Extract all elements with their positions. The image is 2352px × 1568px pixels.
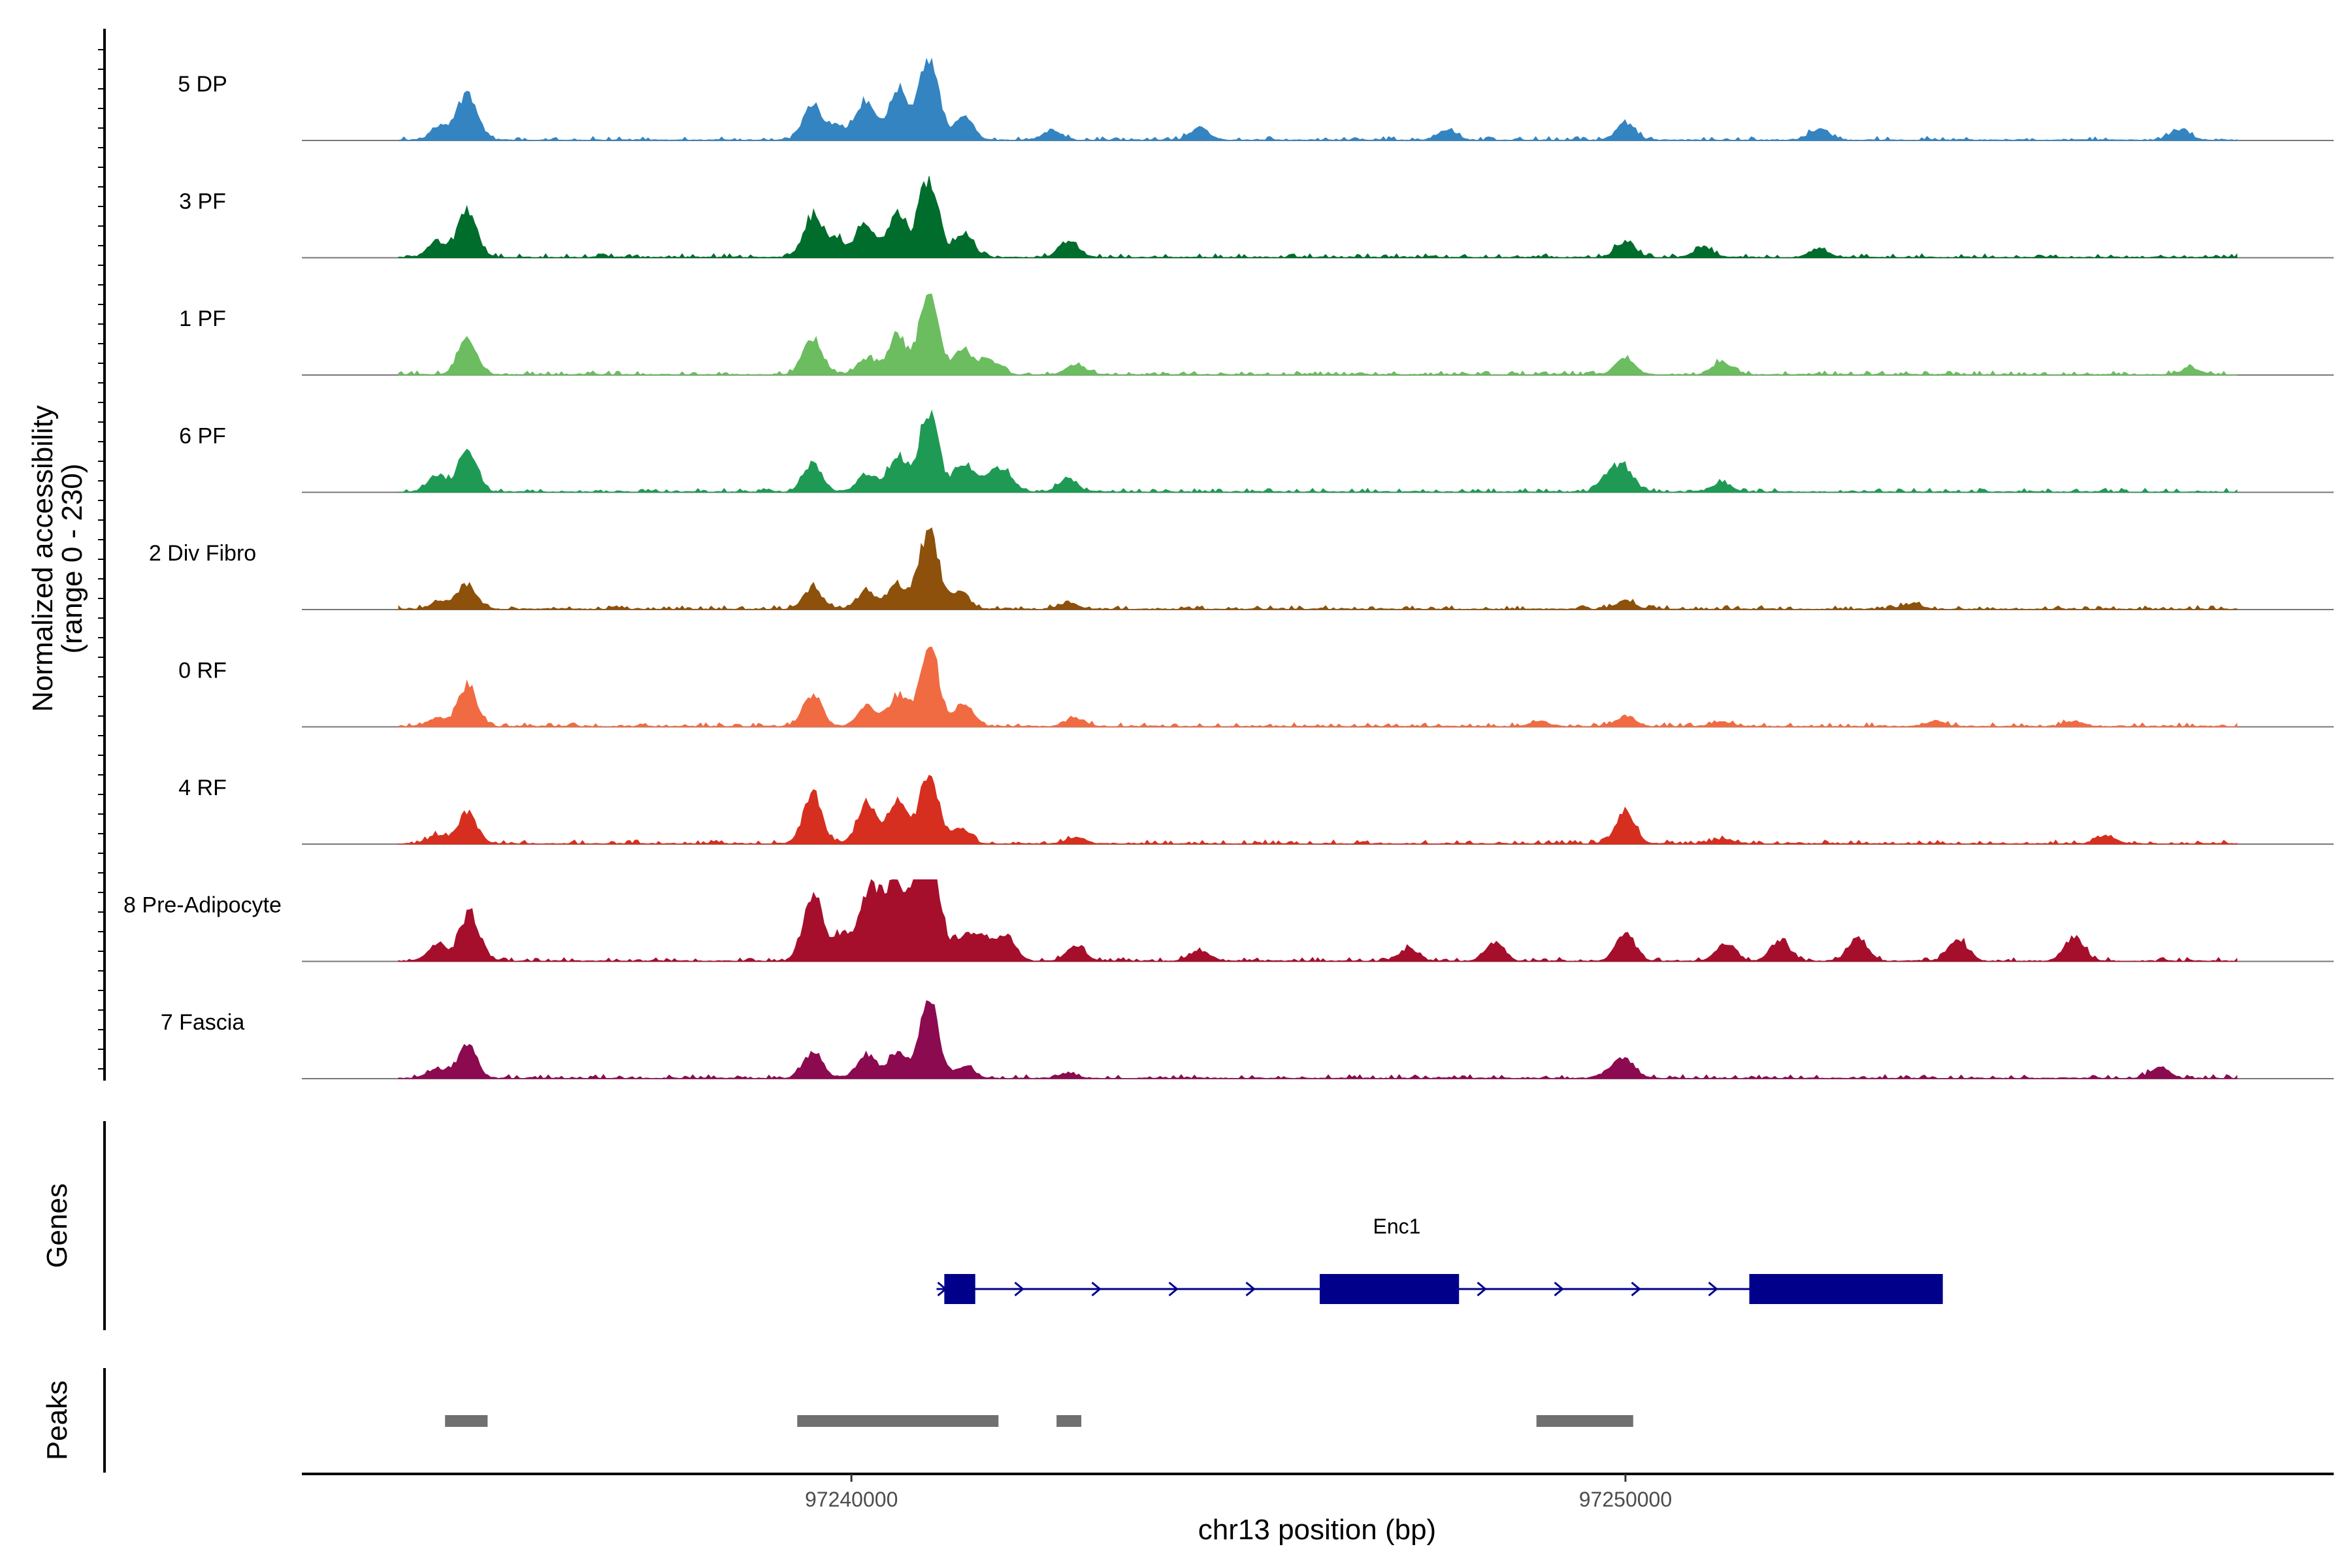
x-tick-label: 97250000	[1579, 1488, 1672, 1511]
x-axis-title: chr13 position (bp)	[1198, 1514, 1436, 1546]
track-label: 7 Fascia	[161, 1010, 245, 1035]
coverage-area	[398, 409, 2238, 493]
strand-arrow	[1477, 1281, 1487, 1297]
coverage-track: 0 RF	[178, 646, 2334, 728]
strand-arrow	[1554, 1281, 1564, 1297]
x-axis: 97240000 97250000 chr13 position (bp)	[302, 1473, 2334, 1546]
gene-exon	[1319, 1274, 1460, 1304]
coverage-area	[398, 879, 2238, 962]
coverage-area	[398, 774, 2238, 845]
coverage-y-axis	[98, 29, 106, 1081]
peak-bars	[445, 1415, 1633, 1427]
coverage-track: 5 DP	[178, 57, 2334, 141]
peaks-panel: Peaks	[41, 1368, 1633, 1473]
track-label: 0 RF	[178, 659, 227, 683]
peak-bar	[797, 1415, 999, 1427]
coverage-area	[398, 527, 2238, 610]
peak-bar	[445, 1415, 488, 1427]
track-label: 5 DP	[178, 72, 227, 97]
strand-arrow	[1091, 1281, 1102, 1297]
gene-model: Enc1	[936, 1215, 1943, 1304]
strand-arrow	[1245, 1281, 1256, 1297]
y-axis-title-line1: Normalized accessibility	[27, 405, 59, 711]
track-label: 6 PF	[179, 424, 226, 449]
coverage-track: 6 PF	[179, 409, 2334, 493]
gene-models: Enc1	[936, 1215, 1943, 1304]
gene-name-label: Enc1	[1373, 1215, 1421, 1238]
coverage-track: 4 RF	[178, 774, 2334, 845]
track-label: 8 Pre-Adipocyte	[123, 893, 282, 918]
y-axis-title: Normalized accessibility (range 0 - 230)	[27, 405, 88, 711]
strand-arrow	[1168, 1281, 1179, 1297]
genes-panel: Genes Enc1	[41, 1121, 1943, 1330]
coverage-track: 8 Pre-Adipocyte	[123, 879, 2334, 962]
track-label: 2 Div Fibro	[149, 541, 256, 566]
coverage-area	[398, 646, 2238, 728]
peak-bar	[1536, 1415, 1633, 1427]
coverage-area	[398, 1000, 2238, 1079]
peaks-panel-title: Peaks	[41, 1380, 73, 1460]
coverage-track: 3 PF	[179, 176, 2334, 259]
coverage-area	[398, 176, 2238, 259]
coverage-track: 1 PF	[179, 293, 2334, 376]
track-label: 3 PF	[179, 189, 226, 214]
track-label: 1 PF	[179, 306, 226, 331]
strand-arrow	[1014, 1281, 1024, 1297]
x-tick-label: 97240000	[805, 1488, 898, 1511]
y-axis-title-line2: (range 0 - 230)	[56, 463, 88, 653]
gene-exon	[944, 1274, 975, 1304]
track-label: 4 RF	[178, 776, 227, 800]
genes-panel-title: Genes	[41, 1183, 73, 1268]
gene-exon	[1749, 1274, 1943, 1304]
peak-bar	[1056, 1415, 1082, 1427]
coverage-track: 7 Fascia	[161, 1000, 2334, 1079]
strand-arrow	[1708, 1281, 1718, 1297]
coverage-track: 2 Div Fibro	[149, 527, 2334, 610]
x-axis-ticks: 97240000 97250000	[805, 1474, 1672, 1511]
strand-arrow	[1631, 1281, 1641, 1297]
coverage-area	[398, 57, 2238, 141]
coverage-area	[398, 293, 2238, 376]
coverage-tracks: 5 DP 3 PF 1 PF 6 PF 2 Div Fibro 0 RF 4 RF 8 Pre…	[123, 57, 2334, 1079]
